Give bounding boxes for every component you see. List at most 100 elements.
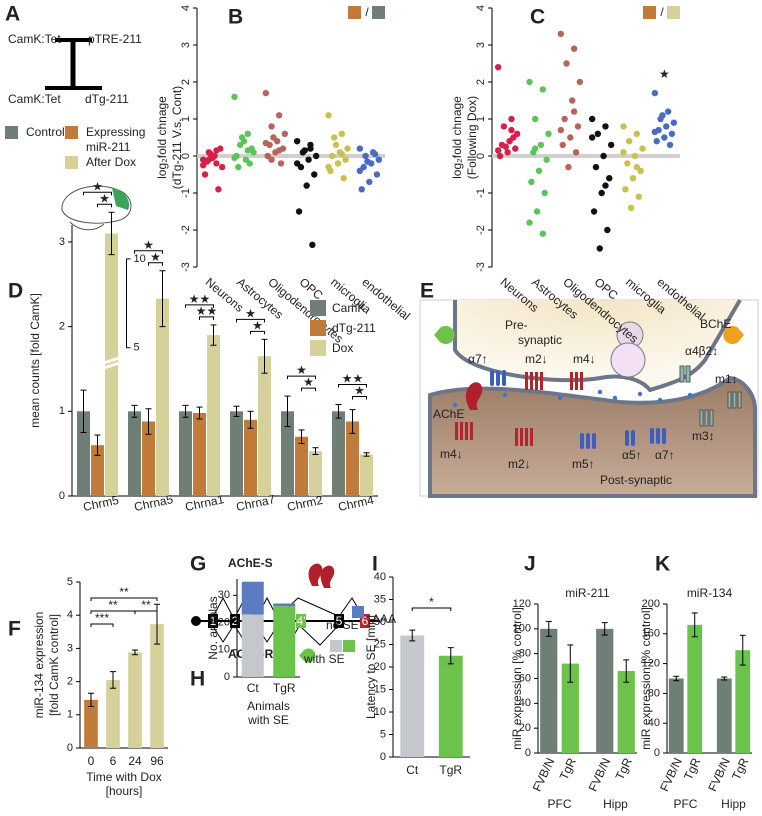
data-point xyxy=(340,175,347,182)
synapse-label: m4↓ xyxy=(440,447,463,461)
synapse-label: Pre- xyxy=(505,318,528,332)
x-tick-label: 96 xyxy=(150,754,164,768)
data-point xyxy=(373,171,381,178)
y-axis-label: miR-134 expression xyxy=(32,612,46,719)
y-tick-label: 4 xyxy=(180,5,192,11)
data-point xyxy=(268,123,275,130)
bar xyxy=(561,663,579,753)
data-point xyxy=(670,119,678,126)
synapse-label: m4↓ xyxy=(573,352,596,366)
gene-start xyxy=(191,616,201,626)
y-tick-label: 35 xyxy=(374,593,386,605)
legend-label: dTg-211 xyxy=(332,321,376,335)
data-point xyxy=(508,126,515,134)
chart-title: miR-211 xyxy=(565,586,610,600)
data-point xyxy=(606,175,613,182)
significance-label: ★★ xyxy=(196,304,218,318)
presynaptic-membrane xyxy=(453,298,742,393)
panel-letter: B xyxy=(228,6,243,29)
legend-swatch xyxy=(310,300,326,316)
transcript-label: AChE-S xyxy=(228,556,273,570)
data-point xyxy=(293,160,301,167)
data-point xyxy=(244,147,251,154)
x-tick-label: Ct xyxy=(406,763,419,777)
y-tick-label: 160 xyxy=(642,628,660,640)
y-tick-label: 4 xyxy=(475,5,487,11)
x-tick-label: Ct xyxy=(247,681,260,695)
data-point xyxy=(533,208,541,215)
legend-label: Control xyxy=(26,125,65,139)
panel-letter: G xyxy=(190,553,206,576)
data-point xyxy=(270,134,277,141)
x-axis-label: with SE xyxy=(247,713,289,727)
bche-icon xyxy=(723,326,744,344)
y-tick-label: 10 xyxy=(218,644,230,656)
vesicle xyxy=(610,342,646,378)
cerebellum xyxy=(69,221,105,231)
construct-label: CamK:Tet xyxy=(8,32,61,46)
data-point xyxy=(262,139,270,147)
y-tick-label: 0 xyxy=(654,747,660,759)
data-point xyxy=(494,147,502,154)
construct-label: pTRE-211 xyxy=(88,32,142,46)
bar xyxy=(142,421,155,496)
panel-letter: D xyxy=(8,280,23,303)
data-point xyxy=(565,163,572,171)
x-tick-label: 0 xyxy=(88,754,95,768)
data-point xyxy=(666,141,674,149)
y-tick-label: 4 xyxy=(67,609,73,621)
y-tick-label: 2 xyxy=(180,79,192,85)
bar xyxy=(128,411,141,496)
data-point xyxy=(508,115,515,123)
data-point xyxy=(537,141,545,149)
bar xyxy=(687,624,703,753)
synapse-label: m5↑ xyxy=(572,457,595,471)
x-tick-label: endothelial xyxy=(359,275,412,323)
axis-break xyxy=(102,356,121,370)
synapse-label: m2↓ xyxy=(508,457,531,471)
data-point xyxy=(633,130,640,137)
y-tick-label: 0 xyxy=(180,153,192,159)
x-tick-label: TgR xyxy=(557,755,579,782)
data-point xyxy=(213,160,220,167)
y-tick-label: 100 xyxy=(513,623,531,635)
y-tick-label: 25 xyxy=(374,638,386,650)
legend-swatch xyxy=(372,6,385,19)
x-tick-label: TgR xyxy=(613,755,635,782)
y-tick-label: 0 xyxy=(380,751,386,763)
significance-label: ★ xyxy=(354,384,365,398)
data-point xyxy=(572,149,580,156)
y-axis-label: mean counts [fold CamK] xyxy=(28,293,42,428)
data-point xyxy=(215,186,222,193)
legend-separator: / xyxy=(365,5,369,19)
data-point xyxy=(559,141,566,149)
data-point xyxy=(494,63,502,71)
exon xyxy=(334,614,344,628)
data-point xyxy=(331,134,338,141)
y-tick-label: 0 xyxy=(525,747,531,759)
chart-title: miR-134 xyxy=(687,586,733,600)
exon xyxy=(360,614,370,628)
bar xyxy=(668,678,684,753)
y-tick-label: 3 xyxy=(475,42,487,48)
ache-icon xyxy=(434,326,455,344)
polya-label: AAA xyxy=(372,612,396,626)
bar xyxy=(295,436,308,496)
y-tick-label: 120 xyxy=(513,598,531,610)
y-tick-label: 5 xyxy=(380,728,386,740)
data-point xyxy=(664,108,672,115)
data-point xyxy=(607,141,615,149)
data-point xyxy=(661,134,668,141)
synapse-label: α7↑ xyxy=(655,448,675,462)
data-point xyxy=(362,152,369,160)
presynaptic xyxy=(455,300,740,390)
data-point xyxy=(238,134,246,141)
data-point xyxy=(277,160,285,167)
y-tick-label: 0 xyxy=(67,742,73,754)
data-point xyxy=(307,141,314,149)
data-point xyxy=(207,150,214,158)
y-tick-label: 40 xyxy=(374,571,386,583)
panel-letter: C xyxy=(530,6,545,29)
bar xyxy=(596,628,614,753)
data-point xyxy=(624,160,631,167)
